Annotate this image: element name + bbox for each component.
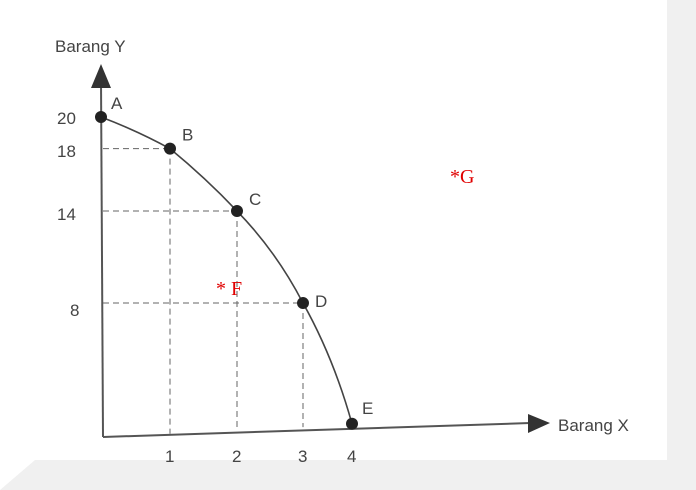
point-E xyxy=(346,417,358,430)
x-tick-label: 2 xyxy=(232,447,241,466)
point-label-A: A xyxy=(111,94,123,113)
annotation-G: *G xyxy=(450,166,474,188)
x-tick-label: 1 xyxy=(165,447,174,466)
point-B xyxy=(164,142,176,155)
x-tick-label: 4 xyxy=(347,447,356,466)
y-tick-label: 20 xyxy=(57,109,76,128)
y-tick-label: 14 xyxy=(57,205,76,224)
x-axis xyxy=(102,422,531,438)
x-tick-label: 3 xyxy=(298,447,307,466)
point-label-C: C xyxy=(249,190,261,209)
ppf-curve xyxy=(100,116,353,425)
point-A xyxy=(95,111,107,123)
annotation-F: * F xyxy=(216,278,242,300)
y-tick-label: 8 xyxy=(70,301,79,320)
point-C xyxy=(231,205,243,218)
y-axis-arrow xyxy=(91,64,111,88)
x-axis-label: Barang X xyxy=(558,416,629,435)
point-label-B: B xyxy=(182,126,193,145)
y-axis xyxy=(100,79,104,438)
point-label-D: D xyxy=(315,292,327,311)
point-D xyxy=(297,297,309,310)
y-axis-label: Barang Y xyxy=(55,37,126,56)
x-axis-arrow xyxy=(528,414,550,433)
point-label-E: E xyxy=(362,399,373,418)
y-tick-label: 18 xyxy=(57,142,76,161)
